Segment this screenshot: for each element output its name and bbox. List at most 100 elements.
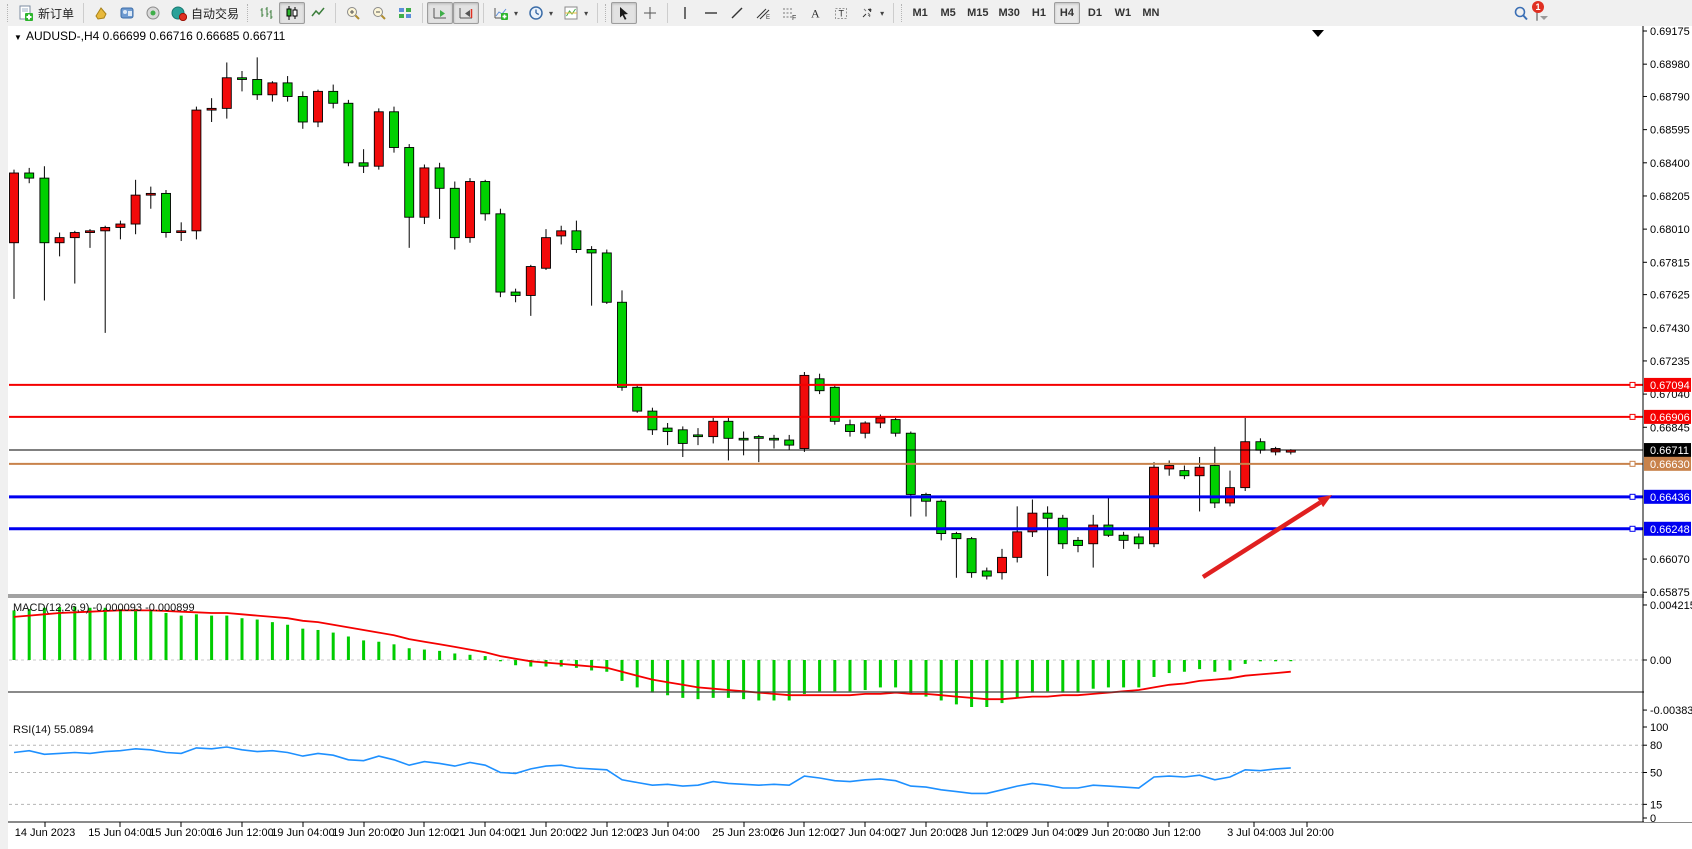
arrows-button[interactable]: ▾ xyxy=(854,2,889,24)
zoom-in-icon xyxy=(345,5,361,21)
candlestick-button[interactable] xyxy=(279,2,306,24)
label-button[interactable]: T xyxy=(828,2,854,24)
channel-button[interactable]: E xyxy=(750,2,776,24)
auto-trading-button[interactable]: 自动交易 xyxy=(166,2,244,24)
toolbar-right-group: 1 xyxy=(1512,0,1544,26)
rsi-panel: RSI(14) 55.0894 xyxy=(9,724,1643,805)
indicators-icon xyxy=(493,5,509,21)
auto-scroll-button[interactable] xyxy=(427,2,454,24)
fibonacci-icon: F xyxy=(781,5,797,21)
vertical-line-button[interactable] xyxy=(672,2,698,24)
market-watch-button[interactable] xyxy=(88,2,114,24)
tf-button-D1[interactable]: D1 xyxy=(1087,7,1102,19)
toolbar-separator xyxy=(893,3,895,23)
svg-text:▼: ▼ xyxy=(14,33,22,42)
toolbar-grip xyxy=(605,4,608,22)
hline-anchor xyxy=(1629,493,1636,500)
cursor-button[interactable] xyxy=(611,2,638,24)
tf-button-M15[interactable]: M15 xyxy=(967,7,989,19)
bar-chart-icon xyxy=(258,5,274,21)
svg-text:29 Jun 04:00: 29 Jun 04:00 xyxy=(1016,827,1080,839)
notification-badge: 1 xyxy=(1532,1,1544,13)
svg-text:30 Jun 12:00: 30 Jun 12:00 xyxy=(1137,827,1201,839)
svg-text:14 Jun 2023: 14 Jun 2023 xyxy=(15,827,76,839)
data-window-button[interactable] xyxy=(114,2,140,24)
svg-text:19 Jun 20:00: 19 Jun 20:00 xyxy=(332,827,396,839)
tf-button-H1[interactable]: H1 xyxy=(1031,7,1046,19)
svg-text:0.69175: 0.69175 xyxy=(1650,26,1690,38)
crosshair-button[interactable] xyxy=(637,2,663,24)
template-button[interactable]: ▾ xyxy=(558,2,593,24)
svg-text:0: 0 xyxy=(1650,813,1656,825)
svg-text:0.65875: 0.65875 xyxy=(1650,587,1690,599)
toolbar-separator xyxy=(483,3,485,23)
periods-button[interactable]: ▾ xyxy=(523,2,558,24)
cursor-icon xyxy=(616,5,632,21)
auto-trading-label: 自动交易 xyxy=(191,6,240,21)
svg-text:3 Jul 04:00: 3 Jul 04:00 xyxy=(1227,827,1281,839)
tf-button-MN[interactable]: MN xyxy=(1142,7,1160,19)
arrow-object xyxy=(1201,500,1322,579)
zoom-out-button[interactable] xyxy=(366,2,392,24)
svg-text:0.66906: 0.66906 xyxy=(1650,412,1690,424)
line-chart-button[interactable] xyxy=(305,2,331,24)
svg-text:-0.003835: -0.003835 xyxy=(1650,705,1692,717)
svg-text:0.68980: 0.68980 xyxy=(1650,59,1690,71)
zoom-in-button[interactable] xyxy=(340,2,366,24)
svg-text:0.67040: 0.67040 xyxy=(1650,389,1690,401)
toolbar-separator xyxy=(335,3,337,23)
template-icon xyxy=(563,5,579,21)
chart-shift-marker xyxy=(1312,30,1324,37)
new-order-icon xyxy=(18,5,34,21)
tf-button-M1[interactable]: M1 xyxy=(912,7,928,19)
svg-text:A: A xyxy=(811,7,820,21)
navigator-button[interactable] xyxy=(140,2,166,24)
fibonacci-button[interactable]: F xyxy=(776,2,802,24)
svg-text:25 Jun 23:00: 25 Jun 23:00 xyxy=(712,827,776,839)
search-icon[interactable] xyxy=(1512,5,1528,21)
chart-shift-button[interactable] xyxy=(453,2,480,24)
notifications-button[interactable]: 1 xyxy=(1532,1,1544,21)
svg-text:28 Jun 12:00: 28 Jun 12:00 xyxy=(955,827,1019,839)
notifications-icon xyxy=(1536,5,1538,21)
zoom-out-icon xyxy=(371,5,387,21)
svg-text:0.66845: 0.66845 xyxy=(1650,422,1690,434)
svg-text:0.67815: 0.67815 xyxy=(1650,257,1690,269)
trendline-button[interactable] xyxy=(724,2,750,24)
svg-text:MACD(12,26,9) -0.000093 -0.000: MACD(12,26,9) -0.000093 -0.000899 xyxy=(13,602,195,614)
svg-text:26 Jun 12:00: 26 Jun 12:00 xyxy=(772,827,836,839)
new-order-button[interactable]: 新订单 xyxy=(13,2,79,24)
svg-text:0.68595: 0.68595 xyxy=(1650,125,1690,137)
hline-anchor xyxy=(1629,381,1636,388)
svg-text:0.00: 0.00 xyxy=(1650,655,1671,667)
periods-icon xyxy=(528,5,544,21)
svg-text:27 Jun 04:00: 27 Jun 04:00 xyxy=(833,827,897,839)
svg-text:0.66711: 0.66711 xyxy=(1650,445,1689,457)
vertical-line-icon xyxy=(677,5,693,21)
svg-text:0.66070: 0.66070 xyxy=(1650,554,1690,566)
tf-button-W1[interactable]: W1 xyxy=(1114,7,1132,19)
svg-text:23 Jun 04:00: 23 Jun 04:00 xyxy=(636,827,700,839)
tf-button-M30[interactable]: M30 xyxy=(998,7,1020,19)
chart-window[interactable]: MACD(12,26,9) -0.000093 -0.000899 RSI(14)… xyxy=(8,26,1692,849)
svg-text:0.68400: 0.68400 xyxy=(1650,158,1690,170)
svg-text:0.67235: 0.67235 xyxy=(1650,356,1690,368)
svg-text:0.67094: 0.67094 xyxy=(1650,380,1690,392)
tile-windows-button[interactable] xyxy=(392,2,418,24)
horizontal-line-button[interactable] xyxy=(698,2,724,24)
label-icon: T xyxy=(833,5,849,21)
new-order-label: 新订单 xyxy=(38,6,75,21)
hline-anchor xyxy=(1629,413,1636,420)
macd-panel: MACD(12,26,9) -0.000093 -0.000899 xyxy=(9,602,1643,707)
text-button[interactable]: A xyxy=(802,2,828,24)
toolbar-separator xyxy=(667,3,669,23)
bar-chart-button[interactable] xyxy=(253,2,279,24)
svg-text:0.66436: 0.66436 xyxy=(1650,492,1690,504)
tf-button-H4[interactable]: H4 xyxy=(1053,2,1080,24)
price-chart[interactable]: MACD(12,26,9) -0.000093 -0.000899 RSI(14)… xyxy=(8,26,1692,849)
horizontal-line-icon xyxy=(703,5,719,21)
tf-button-M5[interactable]: M5 xyxy=(940,7,956,19)
crosshair-icon xyxy=(642,5,658,21)
toolbar-grip xyxy=(247,4,250,22)
indicators-button[interactable]: ▾ xyxy=(488,2,523,24)
